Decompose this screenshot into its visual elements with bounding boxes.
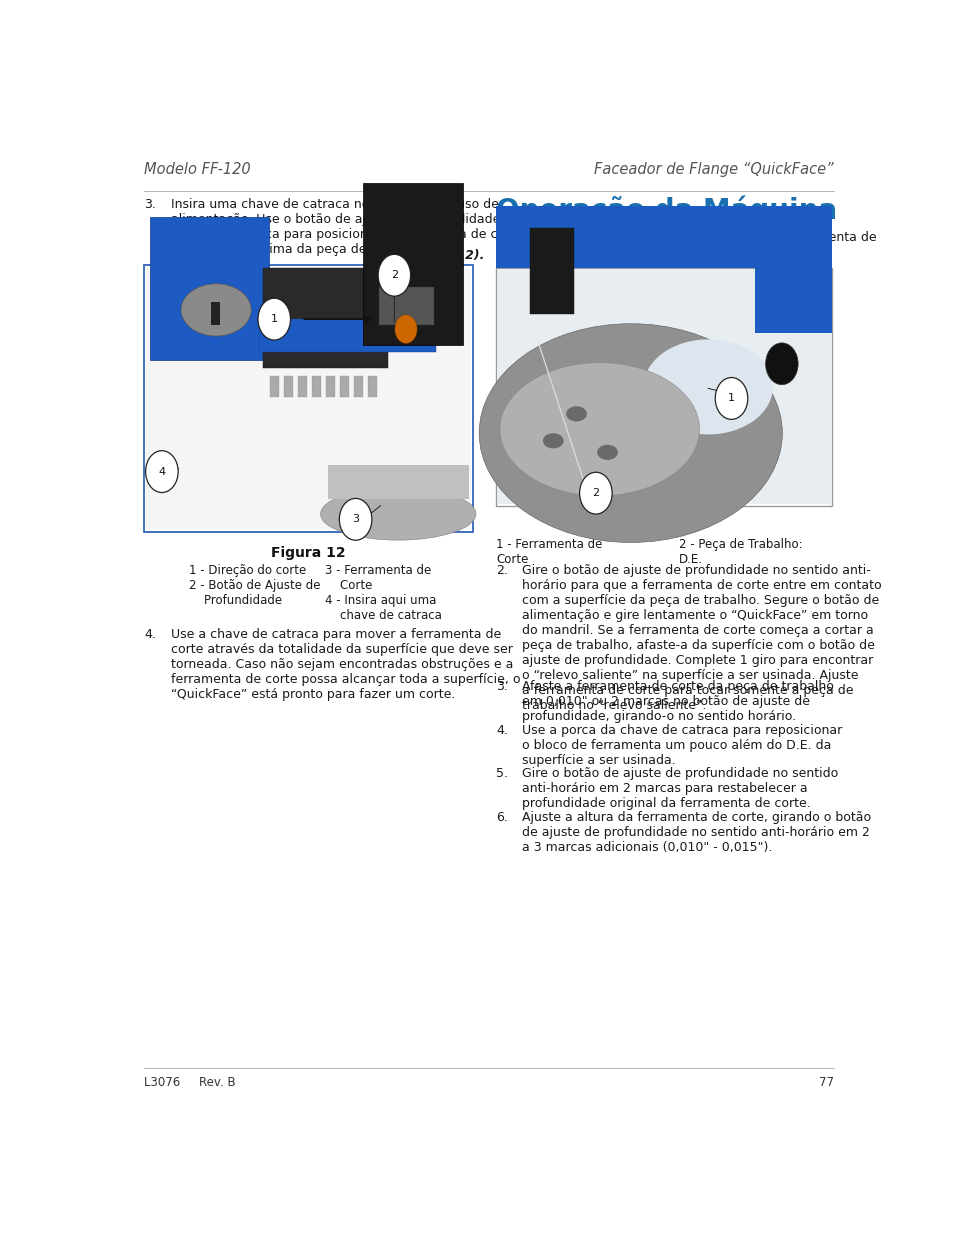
Text: 1 - Direção do corte
2 - Botão de Ajuste de
    Profundidade: 1 - Direção do corte 2 - Botão de Ajuste… [189,564,320,606]
Text: Use a porca da chave de catraca para reposicionar
o bloco de ferramenta um pouco: Use a porca da chave de catraca para rep… [521,724,841,767]
Ellipse shape [181,284,251,336]
Bar [340,375,349,396]
Ellipse shape [565,406,586,421]
Text: 3: 3 [352,514,358,525]
Text: 2: 2 [391,270,397,280]
Ellipse shape [320,488,476,540]
Text: Insira uma chave de catraca no final do parafuso de
alimentação. Use o botão de : Insira uma chave de catraca no final do … [171,199,523,256]
Text: Use a chave de catraca para posicionar a ferramenta de
corte quase no D.E. da su: Use a chave de catraca para posicionar a… [521,231,876,259]
Bar [298,375,307,396]
Ellipse shape [643,340,772,435]
Bar [378,288,434,325]
Bar [368,375,376,396]
Text: 3 - Ferramenta de
    Corte
4 - Insira aqui uma
    chave de catraca: 3 - Ferramenta de Corte 4 - Insira aqui … [324,564,441,622]
Text: 1 - Ferramenta de
Corte: 1 - Ferramenta de Corte [496,537,601,566]
Text: Figura 12: Figura 12 [272,546,346,561]
Circle shape [257,298,291,340]
Text: Modelo FF-120: Modelo FF-120 [144,162,251,177]
Bar [530,228,574,314]
Text: 6.: 6. [496,811,507,824]
Text: Afaste a ferramenta de corte da peça de trabalho
em 0,010" ou 2 marcas no botão : Afaste a ferramenta de corte da peça de … [521,680,833,724]
Text: (ver Figura 13).: (ver Figura 13). [521,256,632,269]
Bar [496,268,831,506]
Text: (ver Figura 12).: (ver Figura 12). [375,249,484,262]
Bar [363,183,463,345]
Bar [497,269,830,504]
Bar [270,375,279,396]
Text: 4.: 4. [144,627,155,641]
Text: Ajuste a altura da ferramenta de corte, girando o botão
de ajuste de profundidad: Ajuste a altura da ferramenta de corte, … [521,811,870,853]
Circle shape [765,343,798,385]
Circle shape [579,472,612,514]
Text: 1: 1 [727,394,734,404]
Text: 4: 4 [158,467,165,477]
Bar [146,268,471,529]
Text: Figura 13: Figura 13 [626,520,700,534]
Bar [211,301,219,325]
Bar [258,319,436,352]
Text: 1: 1 [271,314,277,324]
Bar [144,266,473,531]
Ellipse shape [542,433,563,448]
Circle shape [395,315,416,343]
Text: 3.: 3. [496,680,507,693]
Text: 2.: 2. [496,564,507,577]
Text: L3076     Rev. B: L3076 Rev. B [144,1076,235,1089]
Text: 2: 2 [592,488,598,498]
Bar [150,217,268,359]
Circle shape [339,499,372,540]
Text: 3.: 3. [144,199,155,211]
Bar [496,206,831,268]
Text: Operação da Máquina: Operação da Máquina [496,196,836,226]
Ellipse shape [478,324,781,542]
Ellipse shape [597,445,618,459]
Text: Faceador de Flange “QuickFace”: Faceador de Flange “QuickFace” [594,162,833,177]
Bar [354,375,362,396]
Bar [328,466,469,499]
Text: 77: 77 [818,1076,833,1089]
Text: Gire o botão de ajuste de profundidade no sentido anti-
horário para que a ferra: Gire o botão de ajuste de profundidade n… [521,564,881,713]
Bar [754,228,832,333]
Text: Use a chave de catraca para mover a ferramenta de
corte através da totalidade da: Use a chave de catraca para mover a ferr… [171,627,520,701]
Text: 5.: 5. [496,767,507,781]
Text: 2 - Peça de Trabalho:
D.E.: 2 - Peça de Trabalho: D.E. [679,537,801,566]
Circle shape [377,254,410,296]
Ellipse shape [499,363,699,495]
Bar [284,375,293,396]
Text: 4.: 4. [496,724,507,737]
Text: Gire o botão de ajuste de profundidade no sentido
anti-horário em 2 marcas para : Gire o botão de ajuste de profundidade n… [521,767,838,810]
Circle shape [715,378,747,420]
Bar [326,375,335,396]
Text: 1.: 1. [496,231,507,245]
Circle shape [146,451,178,493]
Bar [262,268,388,368]
Bar [312,375,321,396]
